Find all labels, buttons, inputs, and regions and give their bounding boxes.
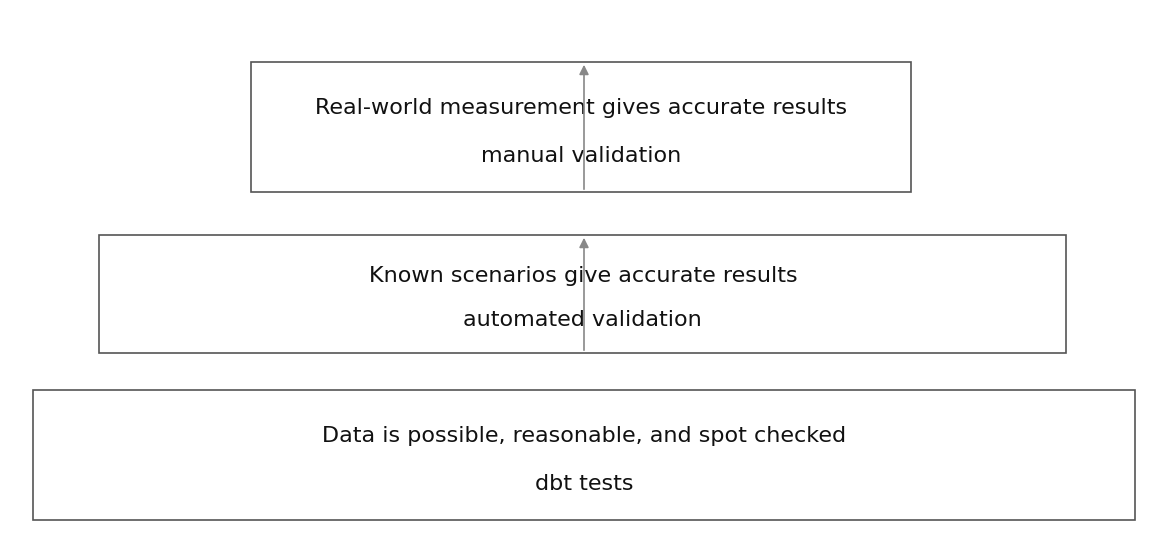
- Text: dbt tests: dbt tests: [535, 474, 633, 493]
- Text: automated validation: automated validation: [464, 310, 702, 330]
- Text: Known scenarios give accurate results: Known scenarios give accurate results: [369, 266, 797, 287]
- Bar: [251, 62, 911, 192]
- Bar: [33, 390, 1135, 520]
- Bar: [99, 235, 1066, 353]
- Text: Real-world measurement gives accurate results: Real-world measurement gives accurate re…: [315, 97, 847, 118]
- Text: Data is possible, reasonable, and spot checked: Data is possible, reasonable, and spot c…: [322, 426, 846, 446]
- Text: manual validation: manual validation: [481, 146, 681, 166]
